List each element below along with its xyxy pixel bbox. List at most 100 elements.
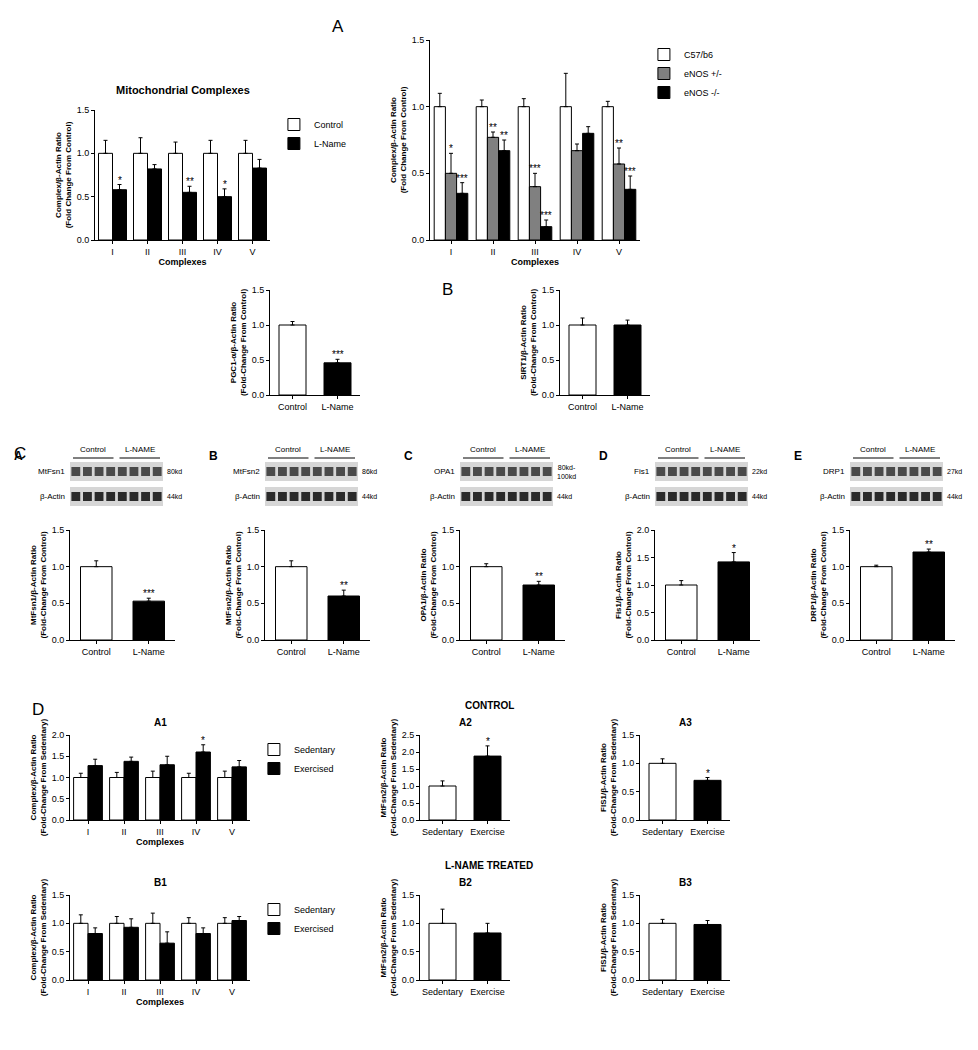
svg-text:0.0: 0.0 bbox=[442, 635, 455, 645]
svg-text:C57/b6: C57/b6 bbox=[684, 50, 713, 60]
svg-text:1.5: 1.5 bbox=[637, 553, 650, 563]
svg-text:A3: A3 bbox=[679, 717, 692, 728]
svg-text:D: D bbox=[599, 449, 608, 463]
svg-text:Control: Control bbox=[862, 647, 891, 657]
svg-text:1.0: 1.0 bbox=[52, 773, 65, 783]
svg-text:0.5: 0.5 bbox=[402, 947, 415, 957]
svg-text:0.0: 0.0 bbox=[252, 390, 265, 400]
svg-text:L-Name: L-Name bbox=[321, 402, 353, 412]
svg-text:B: B bbox=[442, 280, 453, 299]
svg-text:0.0: 0.0 bbox=[622, 815, 635, 825]
svg-text:1.5: 1.5 bbox=[52, 890, 65, 900]
svg-text:Complexes: Complexes bbox=[136, 837, 184, 847]
svg-text:Control: Control bbox=[667, 647, 696, 657]
svg-text:CONTROL: CONTROL bbox=[465, 700, 514, 711]
svg-text:A: A bbox=[14, 449, 23, 463]
svg-text:1.0: 1.0 bbox=[402, 918, 415, 928]
svg-text:FIS1/β-Actin Ratio(Fold-Change: FIS1/β-Actin Ratio(Fold-Change From Sede… bbox=[599, 718, 618, 836]
svg-text:0.5: 0.5 bbox=[77, 192, 90, 202]
svg-text:A2: A2 bbox=[459, 717, 472, 728]
svg-text:0.0: 0.0 bbox=[52, 635, 65, 645]
svg-text:*: * bbox=[486, 736, 490, 747]
svg-text:IV: IV bbox=[192, 827, 201, 837]
svg-text:FIS1/β-Actin Ratio(Fold-Change: FIS1/β-Actin Ratio(Fold-Change From Sede… bbox=[599, 878, 618, 996]
svg-text:1.0: 1.0 bbox=[412, 102, 425, 112]
svg-text:Control: Control bbox=[275, 445, 301, 454]
svg-text:C: C bbox=[404, 449, 413, 463]
svg-text:Exercise: Exercise bbox=[690, 987, 725, 997]
svg-text:β-Actin: β-Actin bbox=[235, 492, 260, 501]
svg-text:L-Name: L-Name bbox=[611, 402, 643, 412]
svg-text:Complex/β-Actin Ratio(Fold Cha: Complex/β-Actin Ratio(Fold Change From C… bbox=[54, 121, 73, 228]
svg-text:***: *** bbox=[529, 163, 541, 174]
svg-text:2.0: 2.0 bbox=[637, 525, 650, 535]
svg-text:L-NAME TREATED: L-NAME TREATED bbox=[445, 860, 533, 871]
svg-text:0.5: 0.5 bbox=[542, 355, 555, 365]
svg-text:**: ** bbox=[186, 176, 194, 187]
svg-text:Exercise: Exercise bbox=[470, 987, 505, 997]
svg-text:0.0: 0.0 bbox=[412, 235, 425, 245]
svg-text:0.0: 0.0 bbox=[622, 975, 635, 985]
svg-text:II: II bbox=[121, 827, 126, 837]
svg-text:2.0: 2.0 bbox=[52, 730, 65, 740]
svg-text:B1: B1 bbox=[154, 877, 167, 888]
svg-text:Control: Control bbox=[314, 120, 343, 130]
svg-text:*: * bbox=[118, 175, 122, 186]
svg-text:β-Actin: β-Actin bbox=[625, 492, 650, 501]
svg-text:Complexes: Complexes bbox=[158, 257, 206, 267]
svg-text:Fis1/β-Actin Ratio(Fold-Change: Fis1/β-Actin Ratio(Fold-Change From Cont… bbox=[614, 531, 633, 638]
svg-text:L-NAME: L-NAME bbox=[905, 445, 935, 454]
svg-text:OPA1: OPA1 bbox=[434, 467, 455, 476]
svg-text:MtFsn2/β-Actin Ratio(Fold-Chan: MtFsn2/β-Actin Ratio(Fold-Change From Se… bbox=[379, 718, 398, 836]
svg-text:I: I bbox=[87, 987, 90, 997]
svg-text:0.5: 0.5 bbox=[52, 598, 65, 608]
svg-text:SIRT1/β-Actin Ratio(Fold-Chang: SIRT1/β-Actin Ratio(Fold-Change From Con… bbox=[519, 289, 538, 396]
svg-text:0.5: 0.5 bbox=[247, 598, 260, 608]
svg-text:C: C bbox=[14, 444, 26, 463]
svg-text:0.0: 0.0 bbox=[402, 975, 415, 985]
svg-text:1.5: 1.5 bbox=[247, 525, 260, 535]
svg-text:II: II bbox=[145, 247, 150, 257]
svg-text:L-NAME: L-NAME bbox=[125, 445, 155, 454]
svg-text:Sedentary: Sedentary bbox=[294, 745, 336, 755]
svg-text:Complex/β-Actin Ratio(Fold Cha: Complex/β-Actin Ratio(Fold Change From C… bbox=[389, 86, 408, 193]
svg-text:Sedentary: Sedentary bbox=[422, 827, 464, 837]
svg-text:OPA1/β-Actin Ratio(Fold-Change: OPA1/β-Actin Ratio(Fold-Change From Cont… bbox=[419, 531, 438, 638]
svg-text:Exercised: Exercised bbox=[294, 924, 334, 934]
svg-text:1.5: 1.5 bbox=[402, 890, 415, 900]
svg-text:β-Actin: β-Actin bbox=[40, 492, 65, 501]
svg-text:Control: Control bbox=[80, 445, 106, 454]
svg-text:1.0: 1.0 bbox=[832, 562, 845, 572]
svg-text:Sedentary: Sedentary bbox=[422, 987, 464, 997]
svg-text:IV: IV bbox=[192, 987, 201, 997]
svg-text:**: ** bbox=[500, 130, 508, 141]
svg-text:IV: IV bbox=[573, 247, 582, 257]
svg-text:1.5: 1.5 bbox=[542, 285, 555, 295]
svg-text:III: III bbox=[156, 987, 164, 997]
svg-text:0.5: 0.5 bbox=[442, 598, 455, 608]
svg-text:PGC1-α/β-Actin Ratio(Fold-Chan: PGC1-α/β-Actin Ratio(Fold-Change From Co… bbox=[229, 289, 248, 396]
svg-text:*: * bbox=[706, 768, 710, 779]
svg-text:1.0: 1.0 bbox=[52, 918, 65, 928]
svg-text:**: ** bbox=[925, 539, 933, 550]
svg-text:Control: Control bbox=[860, 445, 886, 454]
svg-text:L-Name: L-Name bbox=[718, 647, 750, 657]
svg-text:I: I bbox=[87, 827, 90, 837]
svg-text:**: ** bbox=[615, 138, 623, 149]
svg-text:L-NAME: L-NAME bbox=[710, 445, 740, 454]
svg-text:MtFsn2/β-Actin Ratio(Fold-Chan: MtFsn2/β-Actin Ratio(Fold-Change From Co… bbox=[224, 531, 243, 638]
svg-text:1.5: 1.5 bbox=[832, 525, 845, 535]
svg-text:L-NAME: L-NAME bbox=[515, 445, 545, 454]
svg-text:V: V bbox=[229, 987, 235, 997]
svg-text:1.5: 1.5 bbox=[622, 730, 635, 740]
svg-text:Sedentary: Sedentary bbox=[294, 905, 336, 915]
svg-text:β-Actin: β-Actin bbox=[820, 492, 845, 501]
svg-text:Complexes: Complexes bbox=[511, 257, 559, 267]
svg-text:Sedentary: Sedentary bbox=[642, 827, 684, 837]
svg-text:L-Name: L-Name bbox=[523, 647, 555, 657]
svg-text:IV: IV bbox=[213, 247, 222, 257]
svg-text:Complexes: Complexes bbox=[136, 997, 184, 1007]
svg-text:L-NAME: L-NAME bbox=[320, 445, 350, 454]
svg-text:MtFsn2: MtFsn2 bbox=[233, 467, 260, 476]
svg-text:A1: A1 bbox=[154, 717, 167, 728]
